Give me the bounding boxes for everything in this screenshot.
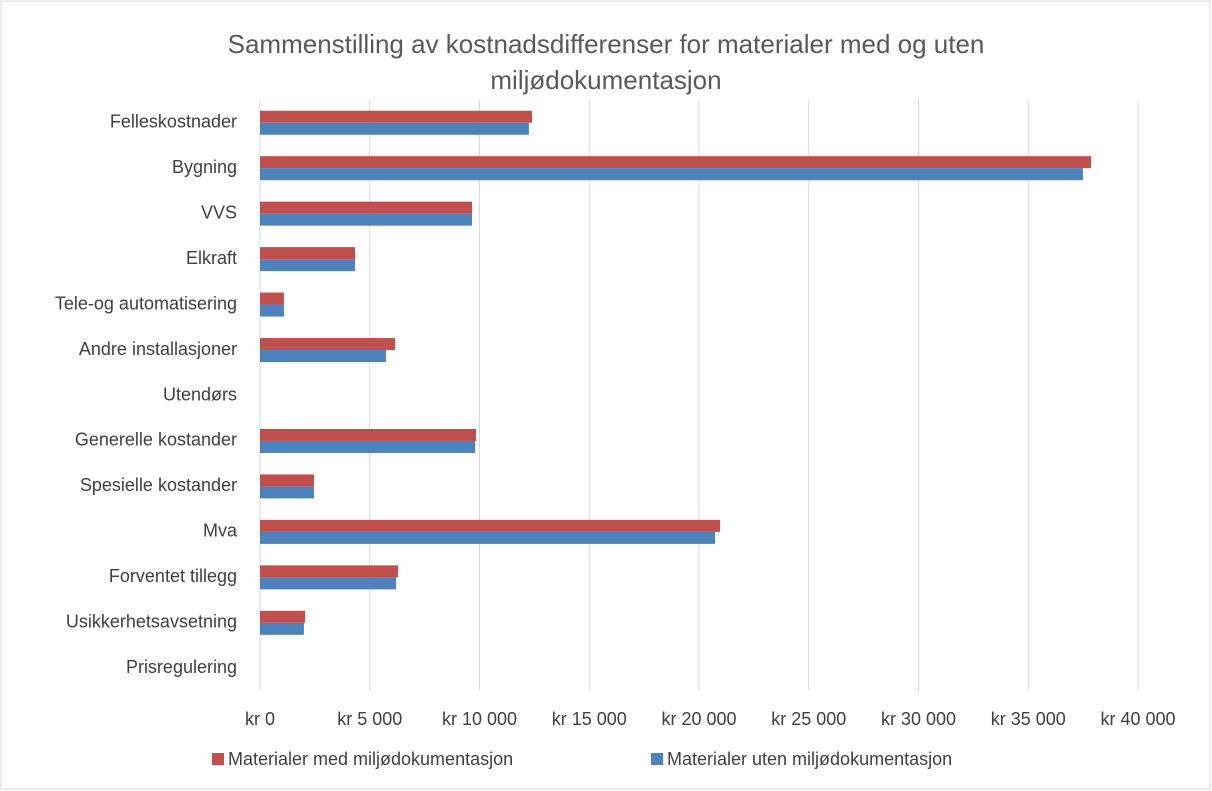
x-tick-label: kr 30 000 xyxy=(881,709,956,729)
y-tick-label: Forventet tillegg xyxy=(109,566,237,586)
legend-label: Materialer uten miljødokumentasjon xyxy=(667,749,952,769)
y-tick-label: Prisregulering xyxy=(126,657,237,677)
y-tick-label: VVS xyxy=(201,202,237,222)
y-tick-label: Usikkerhetsavsetning xyxy=(66,612,237,632)
bar xyxy=(260,201,473,214)
bar xyxy=(260,622,304,635)
bar xyxy=(260,519,721,532)
bar xyxy=(260,428,476,441)
chart-title: Sammenstilling av kostnadsdifferenser fo… xyxy=(227,29,985,95)
x-tick-label: kr 25 000 xyxy=(771,709,846,729)
x-tick-label: kr 15 000 xyxy=(552,709,627,729)
x-tick-label: kr 10 000 xyxy=(442,709,517,729)
bar xyxy=(260,577,397,590)
legend-swatch xyxy=(212,753,224,765)
x-tick-label: kr 20 000 xyxy=(661,709,736,729)
x-tick-label: kr 35 000 xyxy=(991,709,1066,729)
bar xyxy=(260,259,356,272)
x-tick-label: kr 40 000 xyxy=(1100,709,1175,729)
y-tick-label: Tele-og automatisering xyxy=(55,293,237,313)
bar xyxy=(260,122,529,135)
legend-label: Materialer med miljødokumentasjon xyxy=(228,749,513,769)
bar xyxy=(260,565,399,578)
y-tick-label: Generelle kostander xyxy=(75,430,237,450)
bar xyxy=(260,292,284,305)
bar xyxy=(260,486,314,499)
bar xyxy=(260,156,1092,169)
bar xyxy=(260,304,284,317)
bar xyxy=(260,110,532,123)
y-tick-label: Andre installasjoner xyxy=(79,339,237,359)
legend-swatch xyxy=(651,753,663,765)
x-tick-label: kr 0 xyxy=(245,709,275,729)
y-tick-label: Utendørs xyxy=(163,384,237,404)
bar xyxy=(260,247,356,260)
bar xyxy=(260,531,716,544)
y-tick-label: Bygning xyxy=(172,157,237,177)
bar xyxy=(260,610,305,623)
y-tick-label: Felleskostnader xyxy=(110,111,237,131)
bar xyxy=(260,168,1083,181)
y-tick-label: Mva xyxy=(203,521,238,541)
bar xyxy=(260,440,476,453)
bar xyxy=(260,213,473,226)
bar xyxy=(260,338,395,351)
x-tick-label: kr 5 000 xyxy=(337,709,402,729)
bar xyxy=(260,350,386,363)
y-tick-label: Elkraft xyxy=(186,248,237,268)
bar xyxy=(260,474,314,487)
y-tick-label: Spesielle kostander xyxy=(80,475,237,495)
